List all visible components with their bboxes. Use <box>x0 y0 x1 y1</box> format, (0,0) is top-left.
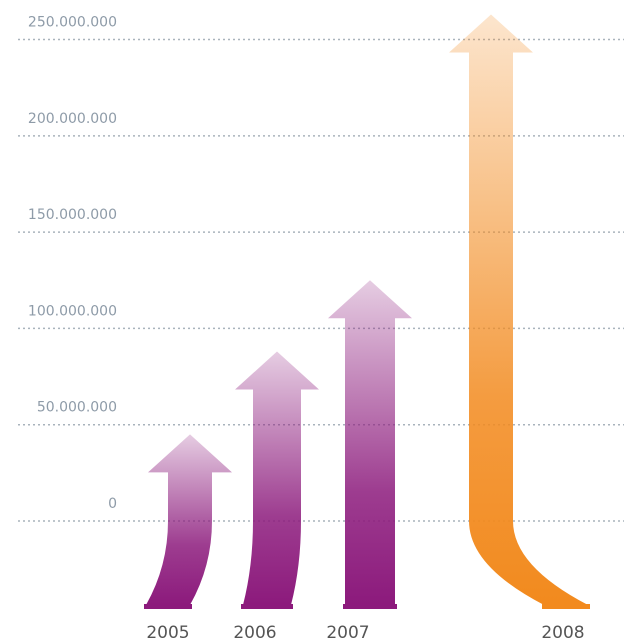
arrow-bar <box>328 280 412 605</box>
y-tick-label: 150.000.000 <box>28 207 117 223</box>
arrow-foot <box>542 604 590 609</box>
y-tick-label: 100.000.000 <box>28 303 117 319</box>
arrow-bar <box>449 14 588 605</box>
arrow-bar <box>235 351 319 605</box>
arrow-foot <box>144 604 192 609</box>
arrow-foot <box>241 604 293 609</box>
y-tick-label: 250.000.000 <box>28 15 117 31</box>
x-tick-label: 2007 <box>326 623 369 643</box>
arrow-foot <box>343 604 397 609</box>
y-tick-label: 0 <box>108 496 117 512</box>
y-tick-label: 200.000.000 <box>28 111 117 127</box>
x-tick-label: 2008 <box>541 623 584 643</box>
y-tick-label: 50.000.000 <box>37 400 117 416</box>
x-tick-label: 2006 <box>233 623 276 643</box>
arrow-bar <box>146 434 232 605</box>
x-tick-label: 2005 <box>146 623 189 643</box>
